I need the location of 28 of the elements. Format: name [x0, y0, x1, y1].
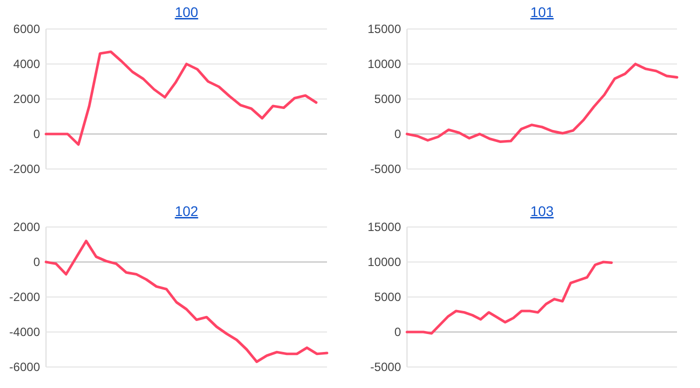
y-tick-label: 0 — [394, 325, 402, 340]
chart-title: 103 — [530, 203, 554, 219]
y-tick-label: -5000 — [370, 360, 402, 374]
line-series — [44, 240, 328, 364]
y-tick-label: 5000 — [374, 92, 402, 106]
y-tick-label: 15000 — [368, 22, 402, 36]
y-tick-label: 0 — [33, 255, 40, 270]
line-series — [406, 62, 678, 143]
y-tick-label: 0 — [394, 127, 402, 142]
y-tick-label: 10000 — [368, 255, 402, 270]
y-tick-label: 2000 — [13, 220, 40, 234]
y-tick-label: 2000 — [13, 92, 40, 106]
y-tick-label: -4000 — [9, 325, 40, 340]
chart-title: 102 — [174, 203, 198, 219]
y-tick-label: 15000 — [368, 220, 402, 234]
chart-title: 101 — [530, 4, 554, 20]
y-tick-label: -2000 — [9, 162, 40, 176]
y-tick-label: 6000 — [13, 22, 40, 36]
y-tick-label: 4000 — [13, 57, 40, 72]
y-tick-label: 0 — [33, 127, 40, 142]
y-tick-label: 10000 — [368, 57, 402, 72]
chart-title: 100 — [174, 4, 198, 20]
y-tick-label: -2000 — [9, 290, 40, 304]
y-tick-label: 5000 — [374, 290, 402, 304]
y-tick-label: -6000 — [9, 360, 40, 374]
line-series — [406, 260, 613, 335]
line-series — [44, 50, 318, 146]
y-tick-label: -5000 — [370, 162, 402, 176]
